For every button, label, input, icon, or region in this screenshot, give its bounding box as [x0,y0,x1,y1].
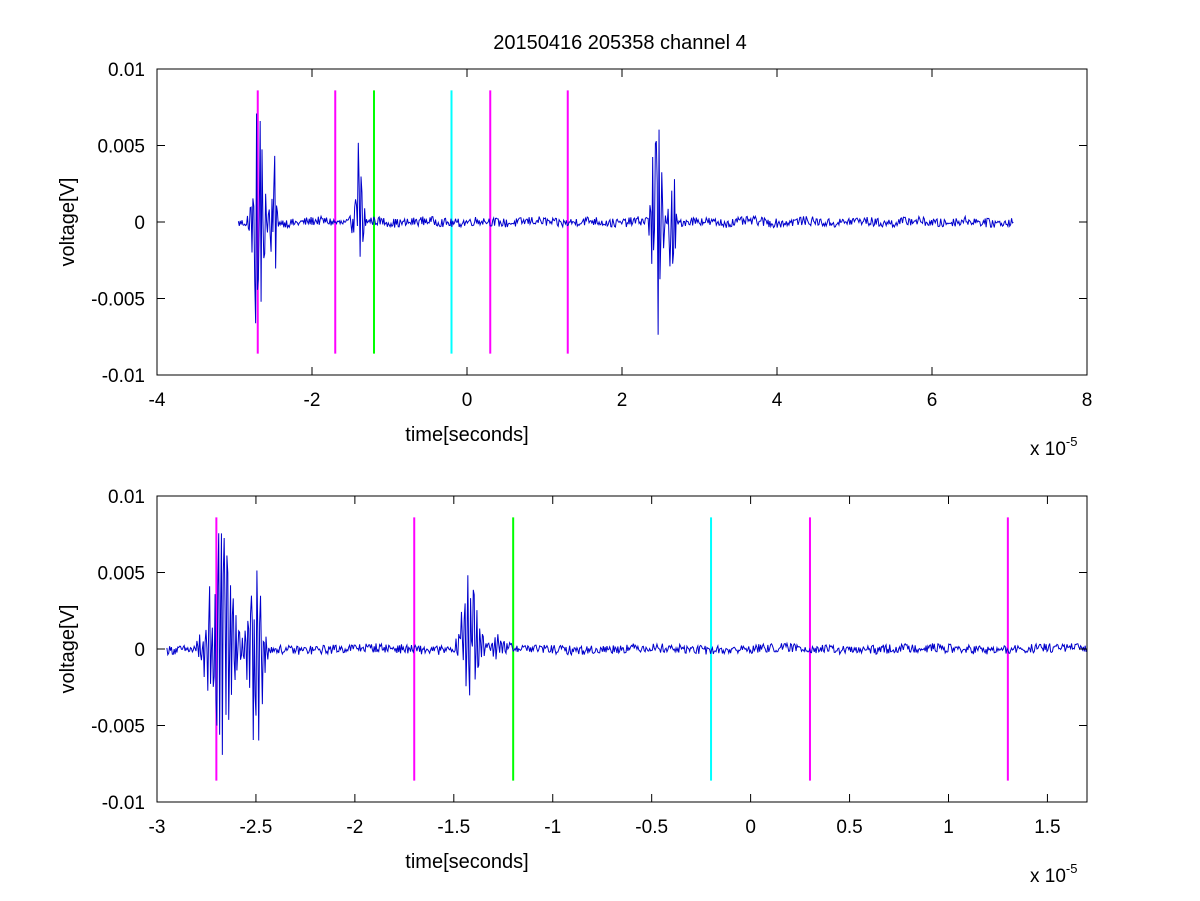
panel-top-x-multiplier-base: x 10 [1030,439,1066,460]
panel-top: -4 -2 0 2 4 6 8 0.01 0.005 0 -0.005 -0.01 time[sec… [57,60,1092,460]
panel-bottom-x-multiplier-base: x 10 [1030,866,1066,887]
panel-bottom-x-tick-label-6: 0 [745,817,756,838]
panel-bottom-x-axis-label: time[seconds] [405,851,528,873]
panel-bottom-y-tick-label-0: 0.01 [108,487,145,508]
panel-top-x-tick-label-5: 6 [927,390,938,411]
panel-top-x-tick-label-0: -4 [149,390,166,411]
panel-bottom-x-multiplier: x 10-5 [1030,861,1077,887]
panel-bottom-x-tick-label-4: -1 [544,817,561,838]
panel-top-x-tick-label-3: 2 [617,390,628,411]
panel-top-x-tick-label-1: -2 [304,390,321,411]
panel-top-x-tick-label-4: 4 [772,390,783,411]
panel-bottom-x-ticks: -3 -2.5 -2 -1.5 -1 -0.5 0 0.5 1 1.5 [149,496,1061,838]
panel-bottom: -3 -2.5 -2 -1.5 -1 -0.5 0 0.5 1 1.5 0.01 0.005 0 -0.… [57,487,1088,887]
panel-top-y-tick-label-2: 0 [134,213,145,234]
panel-bottom-x-tick-label-3: -1.5 [437,817,470,838]
panel-top-markers [256,90,569,354]
panel-top-x-tick-label-2: 0 [462,390,473,411]
panel-top-y-tick-label-1: 0.005 [97,137,145,158]
panel-bottom-x-tick-label-9: 1.5 [1034,817,1060,838]
panel-bottom-y-tick-label-3: -0.005 [91,717,145,738]
panel-top-x-multiplier-exponent: -5 [1066,434,1078,449]
panel-top-y-tick-label-4: -0.01 [102,366,145,387]
panel-bottom-y-ticks: 0.01 0.005 0 -0.005 -0.01 [91,487,1087,814]
figure-title: 20150416 205358 channel 4 [493,32,747,54]
panel-top-x-axis-label: time[seconds] [405,424,528,446]
panel-top-y-ticks: 0.01 0.005 0 -0.005 -0.01 [91,60,1087,387]
panel-top-x-ticks: -4 -2 0 2 4 6 8 [149,69,1093,411]
panel-bottom-x-tick-label-7: 0.5 [836,817,862,838]
panel-bottom-x-tick-label-1: -2.5 [240,817,273,838]
panel-bottom-x-multiplier-exponent: -5 [1066,861,1078,876]
panel-bottom-y-axis-label: voltage[V] [57,605,79,694]
panel-bottom-x-tick-label-5: -0.5 [635,817,668,838]
panel-bottom-x-tick-label-2: -2 [346,817,363,838]
panel-bottom-y-tick-label-4: -0.01 [102,793,145,814]
panel-top-y-axis-label: voltage[V] [57,178,79,267]
panel-bottom-signal-line [166,533,1088,755]
panel-bottom-y-tick-label-2: 0 [134,640,145,661]
panel-top-signal-line [237,113,1014,335]
panel-top-x-multiplier: x 10-5 [1030,434,1077,460]
panel-bottom-x-tick-label-8: 1 [943,817,954,838]
panel-top-x-tick-label-6: 8 [1082,390,1093,411]
panel-top-y-tick-label-3: -0.005 [91,290,145,311]
panel-bottom-x-tick-label-0: -3 [149,817,166,838]
panel-bottom-y-tick-label-1: 0.005 [97,564,145,585]
panel-top-y-tick-label-0: 0.01 [108,60,145,81]
